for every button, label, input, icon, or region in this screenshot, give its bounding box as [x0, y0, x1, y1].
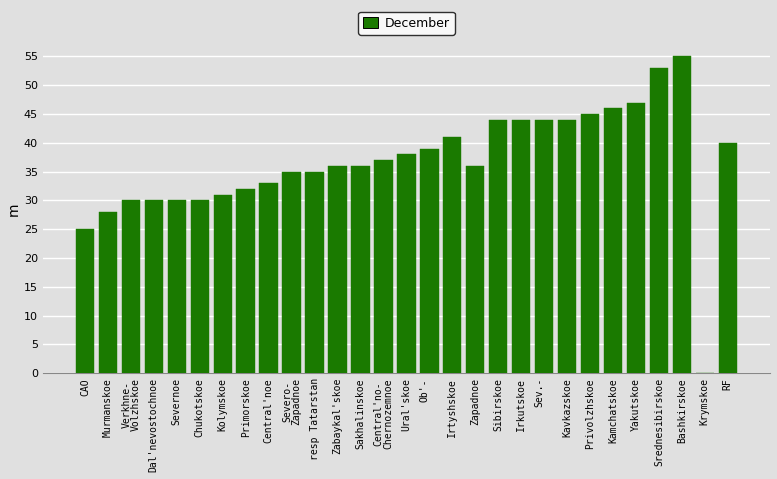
- Y-axis label: m: m: [7, 202, 21, 216]
- Bar: [627, 103, 645, 373]
- Bar: [375, 160, 392, 373]
- Bar: [489, 120, 507, 373]
- Bar: [168, 200, 186, 373]
- Bar: [145, 200, 163, 373]
- Bar: [512, 120, 531, 373]
- Bar: [122, 200, 140, 373]
- Bar: [650, 68, 668, 373]
- Bar: [719, 143, 737, 373]
- Bar: [420, 148, 438, 373]
- Bar: [466, 166, 484, 373]
- Bar: [351, 166, 370, 373]
- Bar: [236, 189, 255, 373]
- Bar: [535, 120, 553, 373]
- Bar: [443, 137, 462, 373]
- Bar: [305, 171, 324, 373]
- Bar: [99, 212, 117, 373]
- Bar: [76, 229, 94, 373]
- Bar: [190, 200, 209, 373]
- Bar: [214, 194, 232, 373]
- Bar: [329, 166, 347, 373]
- Bar: [558, 120, 577, 373]
- Bar: [673, 57, 691, 373]
- Bar: [282, 171, 301, 373]
- Legend: December: December: [358, 12, 455, 35]
- Bar: [604, 108, 622, 373]
- Bar: [581, 114, 599, 373]
- Bar: [397, 154, 416, 373]
- Bar: [260, 183, 278, 373]
